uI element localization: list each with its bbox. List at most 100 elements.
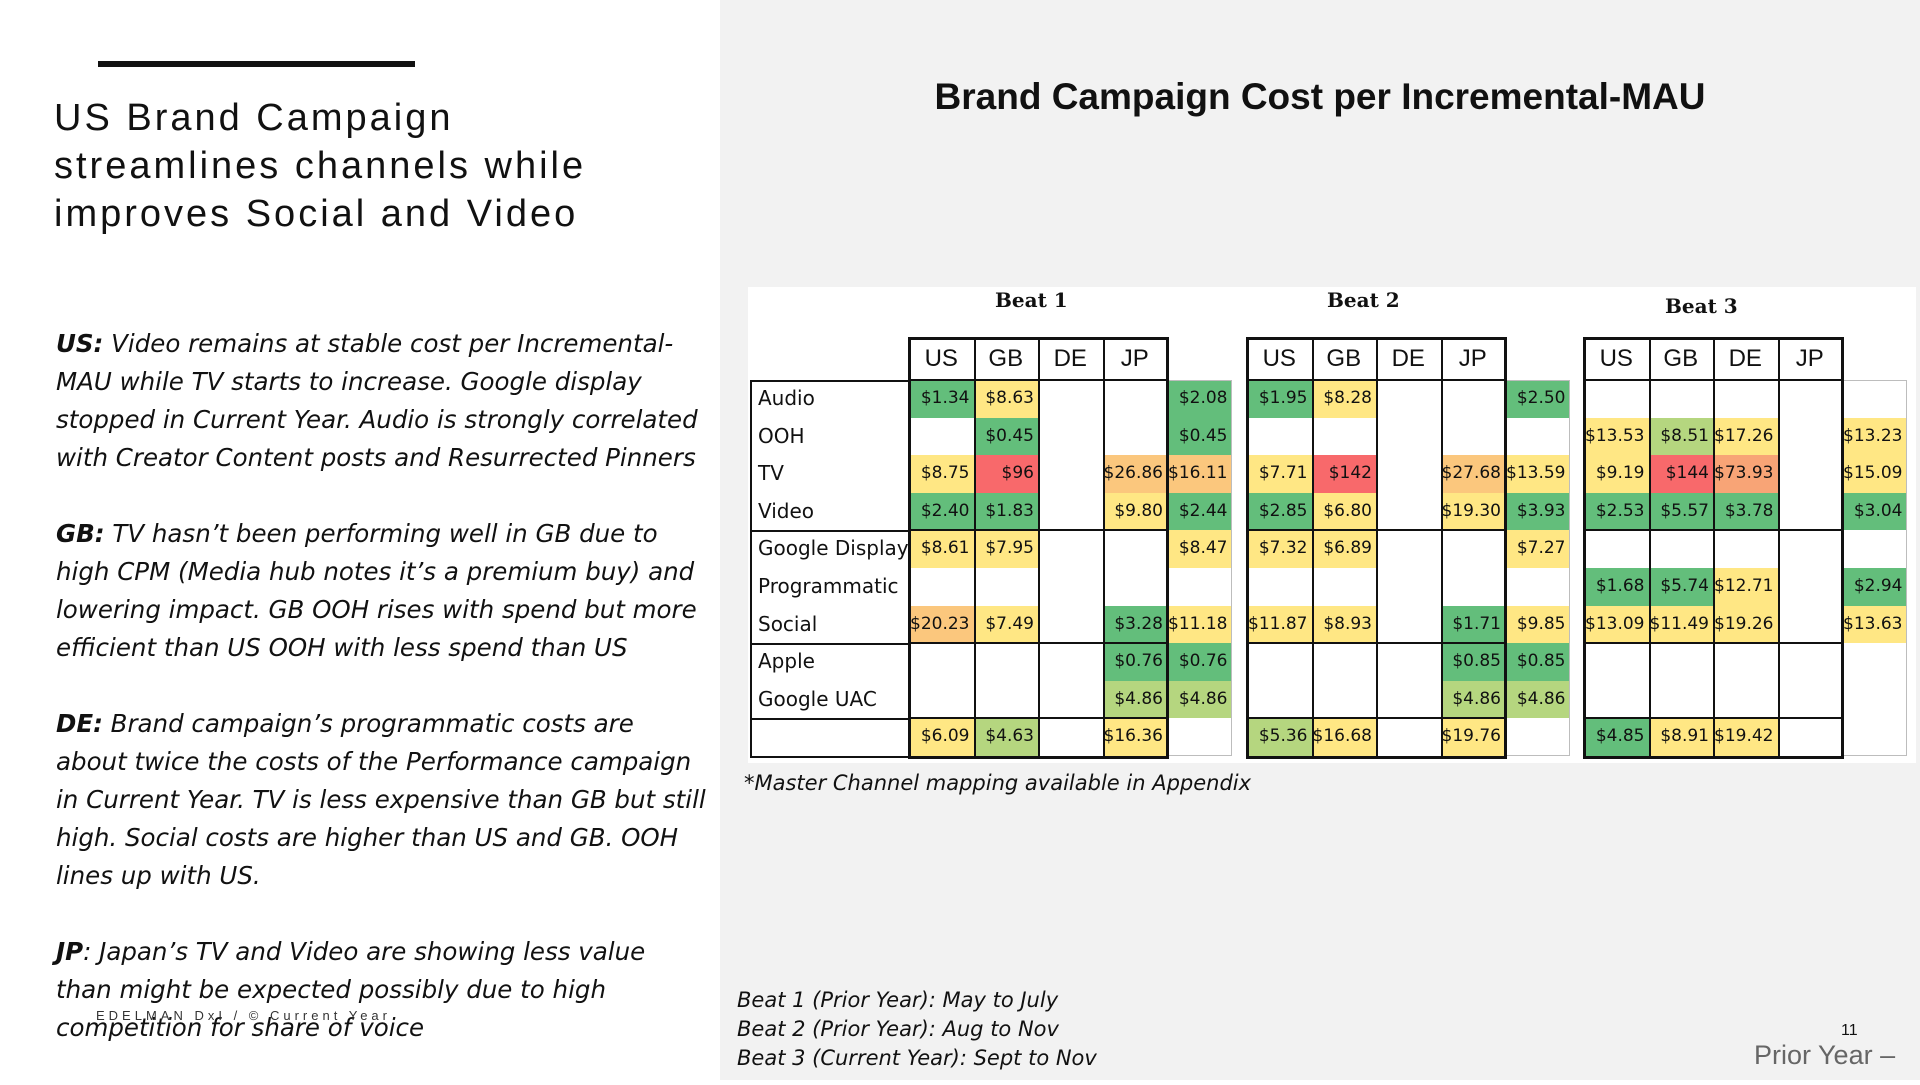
bullet-label: DE:: [56, 709, 103, 738]
left-text-panel: [0, 0, 720, 1080]
column-header: JP: [1795, 345, 1824, 372]
bullet-jp: JP: Japan’s TV and Video are showing les…: [56, 933, 706, 1047]
table-cell: $6.80: [1311, 492, 1376, 531]
table-cell: $26.86: [1102, 455, 1167, 493]
table-cell: $6.09: [909, 718, 974, 756]
table-cell: $1.68: [1584, 568, 1649, 606]
table-cell: $17.26: [1713, 417, 1778, 456]
table-cell: $73.93: [1713, 455, 1778, 493]
column-header: US: [1599, 345, 1633, 372]
table-cell: $2.08: [1167, 380, 1232, 418]
table-cell: $1.83: [973, 492, 1038, 531]
table-cell: $4.86: [1102, 680, 1167, 719]
table-cell: $16.36: [1102, 718, 1167, 756]
table-cell: $0.45: [1167, 417, 1232, 456]
table-cell: $11.87: [1247, 605, 1312, 644]
beat-range-2: Beat 2 (Prior Year): Aug to Nov: [737, 1017, 1059, 1041]
table-cell: $1.71: [1440, 605, 1505, 644]
table-cell: $0.76: [1167, 643, 1232, 681]
table-cell: $5.57: [1648, 492, 1713, 531]
beat-range-3: Beat 3 (Current Year): Sept to Nov: [737, 1046, 1097, 1070]
column-header: JP: [1120, 345, 1149, 372]
table-cell: $2.94: [1842, 568, 1907, 606]
row-label: Google Display: [758, 536, 909, 561]
table-cell: $2.50: [1505, 380, 1570, 418]
row-label: Video: [758, 498, 815, 523]
table-cell: $7.71: [1247, 455, 1312, 493]
row-label: Social: [758, 611, 818, 636]
column-header: GB: [988, 345, 1024, 372]
table-cell: $4.86: [1167, 680, 1232, 719]
table-cell: $7.27: [1505, 530, 1570, 568]
table-cell: $13.63: [1842, 605, 1907, 644]
slide-title: US Brand Campaign streamlines channels w…: [54, 97, 587, 235]
prior-year-label: Prior Year –: [1754, 1040, 1896, 1070]
table-cell: $0.85: [1440, 643, 1505, 681]
table-cell: $2.85: [1247, 492, 1312, 531]
table-cell: $7.49: [973, 605, 1038, 644]
table-cell: $3.93: [1505, 492, 1570, 531]
table-cell: $9.19: [1584, 455, 1649, 493]
column-header: JP: [1458, 345, 1487, 372]
bullet-text: TV hasn’t been performing well in GB due…: [56, 519, 697, 662]
table-cell: $2.40: [909, 492, 974, 531]
table-cell: $19.26: [1713, 605, 1778, 644]
beat-title: Beat 1: [995, 288, 1068, 312]
bullet-text: Video remains at stable cost per Increme…: [56, 329, 698, 472]
beat-title: Beat 2: [1327, 288, 1400, 312]
table-cell: $19.76: [1440, 718, 1505, 756]
table-cell: $9.85: [1505, 605, 1570, 644]
row-label: TV: [758, 461, 784, 486]
table-cell: $13.09: [1584, 605, 1649, 644]
table-cell: $8.51: [1648, 417, 1713, 456]
row-label: Google UAC: [758, 686, 877, 711]
bullet-text: : Japan’s TV and Video are showing less …: [56, 937, 646, 1042]
table-cell: $8.28: [1311, 380, 1376, 418]
table-cell: $0.45: [973, 417, 1038, 456]
column-header: GB: [1326, 345, 1362, 372]
beat-title: Beat 3: [1665, 294, 1738, 318]
page-number: 11: [1841, 1022, 1858, 1039]
table-cell: $2.44: [1167, 492, 1232, 531]
row-label: Apple: [758, 649, 815, 674]
table-cell: $4.85: [1584, 718, 1649, 756]
table-cell: $13.23: [1842, 417, 1907, 456]
bullet-list: US: Video remains at stable cost per Inc…: [56, 325, 706, 1085]
column-header: US: [924, 345, 958, 372]
table-cell: $6.89: [1311, 530, 1376, 568]
table-cell: $16.11: [1167, 455, 1232, 493]
table-cell: $19.30: [1440, 492, 1505, 531]
table-cell: $7.32: [1247, 530, 1312, 568]
beat-range-1: Beat 1 (Prior Year): May to July: [737, 988, 1059, 1012]
bullet-de: DE: Brand campaign’s programmatic costs …: [56, 705, 706, 895]
table-cell: $7.95: [973, 530, 1038, 568]
table-cell: $11.18: [1167, 605, 1232, 644]
table-cell: $8.63: [973, 380, 1038, 418]
row-label: OOH: [758, 423, 805, 448]
table-cell: $5.36: [1247, 718, 1312, 756]
column-header: GB: [1663, 345, 1699, 372]
table-cell: $13.53: [1584, 417, 1649, 456]
table-cell: $142: [1311, 455, 1376, 493]
table-cell: $20.23: [909, 605, 974, 644]
row-label: Audio: [758, 386, 815, 410]
table-cell: $4.86: [1505, 680, 1570, 719]
table-cell: $96: [973, 455, 1038, 493]
table-cell: $1.95: [1247, 380, 1312, 418]
bullet-label: GB:: [56, 519, 105, 548]
table-cell: $16.68: [1311, 718, 1376, 756]
table-cell: $1.34: [909, 380, 974, 418]
table-cell: $8.61: [909, 530, 974, 568]
bullet-label: US:: [56, 329, 104, 358]
column-header: DE: [1391, 345, 1425, 372]
table-cell: $2.53: [1584, 492, 1649, 531]
table-cell: $3.04: [1842, 492, 1907, 531]
bullet-text: Brand campaign’s programmatic costs are …: [56, 709, 706, 890]
table-cell: $15.09: [1842, 455, 1907, 493]
table-cell: $0.76: [1102, 643, 1167, 681]
table-cell: $19.42: [1713, 718, 1778, 756]
bullet-label: JP: [56, 937, 84, 966]
table-cell: $0.85: [1505, 643, 1570, 681]
table-cell: $8.91: [1648, 718, 1713, 756]
table-cell: $3.28: [1102, 605, 1167, 644]
